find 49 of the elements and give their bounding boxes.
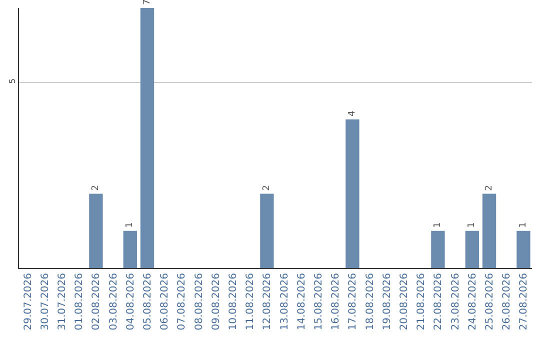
x-tick-label: 14.08.2026 [296,273,308,330]
x-tick-label: 21.08.2026 [416,273,428,330]
bar [482,194,496,268]
data-label: 7 [142,0,152,5]
x-tick-label: 18.08.2026 [364,273,376,330]
data-label: 2 [90,184,101,191]
x-tick-label: 16.08.2026 [330,273,342,330]
x-tick-label: 07.08.2026 [176,273,188,330]
x-tick-label: 30.07.2026 [40,273,51,330]
data-label: 1 [518,222,528,228]
x-tick-label: 26.08.2026 [502,273,513,330]
x-tick-label: 31.07.2026 [57,273,68,330]
data-label: 1 [432,222,443,228]
x-tick-label: 24.08.2026 [467,273,478,330]
x-tick-label: 15.08.2026 [314,273,324,330]
x-tick-label: 05.08.2026 [142,273,154,330]
data-label: 1 [467,222,478,228]
bar [346,119,360,268]
x-tick-label: 08.08.2026 [194,273,205,330]
x-tick-label: 22.08.2026 [433,273,444,330]
x-tick-label: 02.08.2026 [91,273,102,330]
data-label: 4 [347,110,358,116]
data-label: 2 [262,184,272,191]
x-tick-label: 19.08.2026 [382,273,393,330]
x-tick-label: 03.08.2026 [108,273,120,330]
x-tick-label: 20.08.2026 [399,273,410,330]
bar [123,230,137,268]
x-tick-label: 13.08.2026 [279,273,290,330]
x-tick-label: 04.08.2026 [125,273,136,330]
x-tick-label: 23.08.2026 [450,273,462,330]
bar [431,230,445,268]
bar [89,194,103,268]
x-tick-label: 29.07.2026 [22,273,34,330]
bar [140,8,154,268]
data-label: 2 [484,184,494,191]
x-tick-label: 27.08.2026 [518,273,530,330]
x-tick-label: 17.08.2026 [348,273,359,330]
x-tick-label: 25.08.2026 [484,273,496,330]
bar [465,230,479,268]
y-tick-label: 5 [8,78,17,84]
data-label: 1 [125,222,136,228]
x-tick-label: 06.08.2026 [160,273,171,330]
x-tick-label: 11.08.2026 [245,273,256,330]
bar [260,194,274,268]
x-tick-label: 12.08.2026 [262,273,274,330]
x-tick-label: 09.08.2026 [210,273,222,330]
x-tick-label: 01.08.2026 [74,273,86,330]
x-tick-label: 10.08.2026 [228,273,239,330]
bar [516,230,530,268]
